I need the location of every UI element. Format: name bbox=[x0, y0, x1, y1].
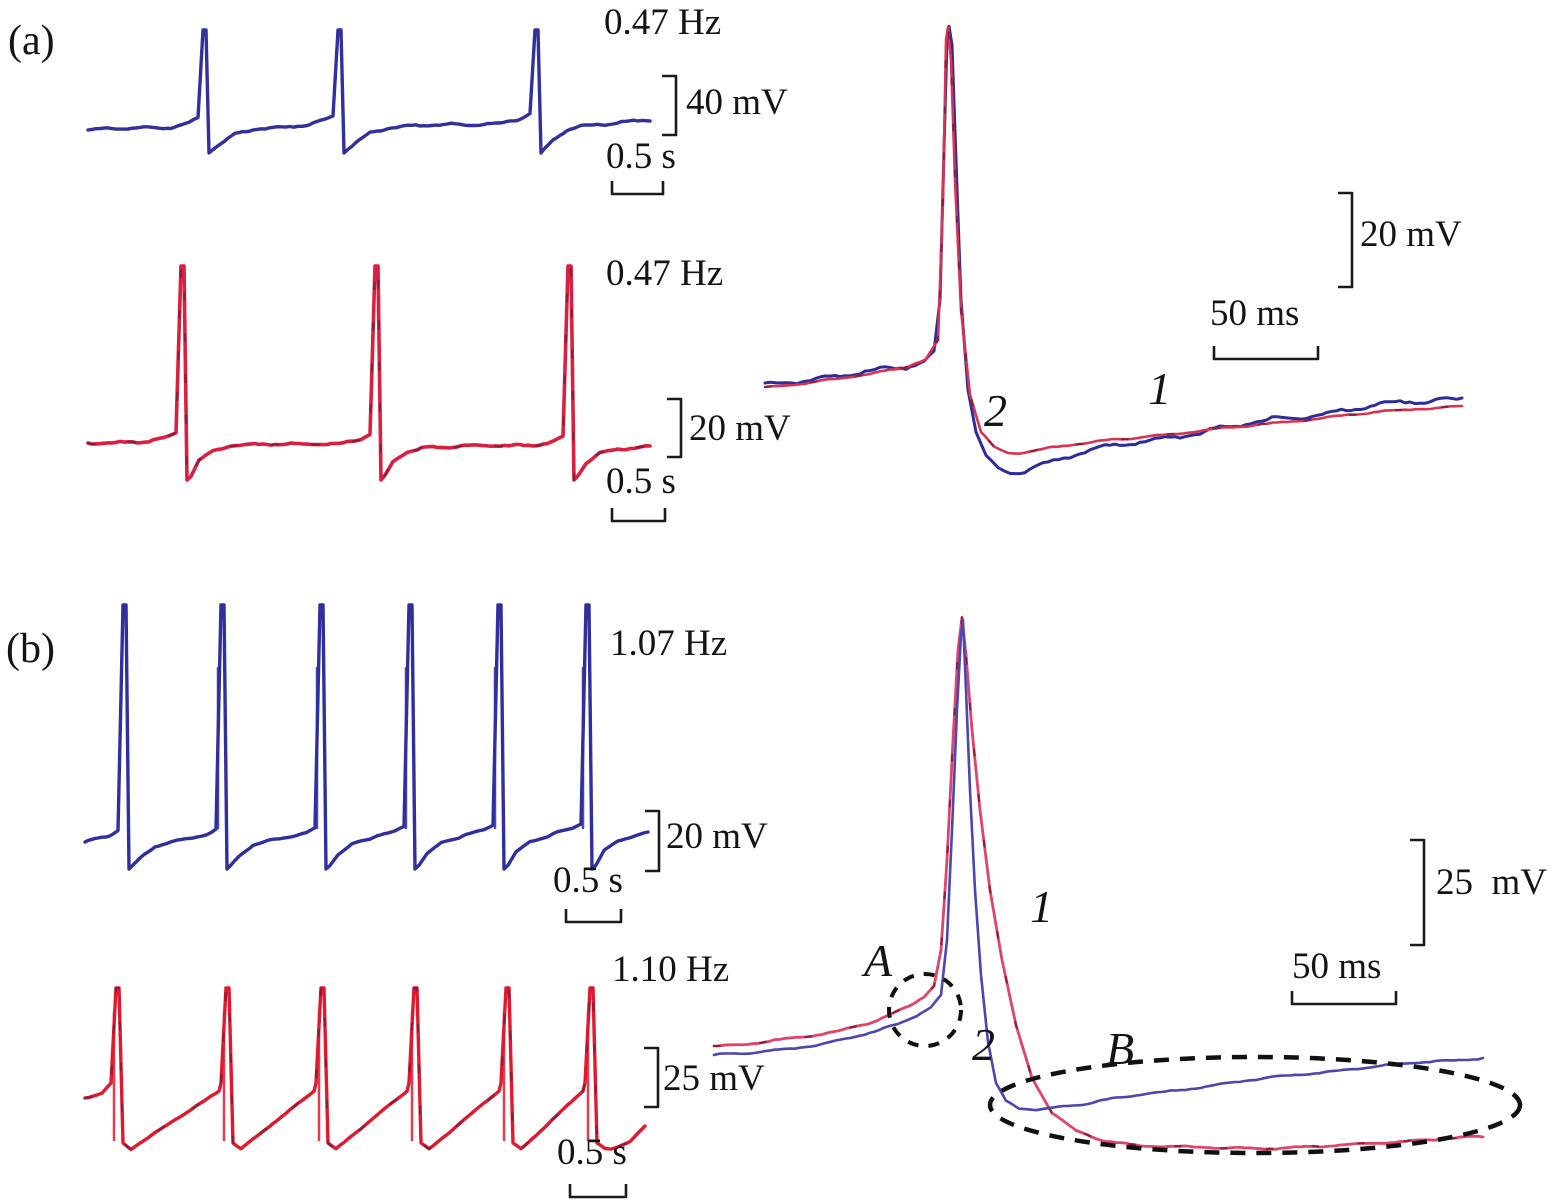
tscale-bracket-b-overlay bbox=[1290, 991, 1398, 1006]
tscale-label-a-red: 0.5 s bbox=[606, 461, 676, 502]
vscale-label-b-overlay: 25 mV bbox=[1436, 862, 1547, 903]
curve-label-1-b: 1 bbox=[1030, 881, 1053, 932]
annotation-label-A: A bbox=[864, 935, 893, 986]
tscale-bracket-b-red bbox=[568, 1184, 628, 1199]
vscale-bracket-a-blue bbox=[662, 74, 678, 137]
curve-label-2-b: 2 bbox=[972, 1019, 995, 1070]
vscale-bracket-b-overlay bbox=[1410, 838, 1426, 947]
dashed-circle-A bbox=[887, 972, 963, 1048]
trace-b-blue-train bbox=[83, 603, 650, 871]
vscale-bracket-a-overlay bbox=[1338, 191, 1354, 289]
vscale-label-a-blue: 40 mV bbox=[686, 82, 788, 123]
trace-a-overlay-red bbox=[763, 25, 1464, 455]
trace-a-red-train bbox=[86, 264, 652, 482]
tscale-label-b-overlay: 50 ms bbox=[1292, 946, 1382, 987]
trace-layer bbox=[83, 24, 1485, 1152]
tscale-bracket-a-overlay bbox=[1212, 346, 1320, 361]
vscale-bracket-b-blue bbox=[645, 809, 661, 873]
annotation-layer bbox=[887, 972, 1523, 1156]
freq-label-b-red: 1.10 Hz bbox=[612, 949, 730, 990]
curve-label-2-a: 2 bbox=[984, 385, 1007, 436]
panel-label-b: (b) bbox=[6, 626, 55, 672]
trace-b-red-train bbox=[83, 986, 647, 1152]
curve-label-1-a: 1 bbox=[1148, 363, 1171, 414]
tscale-bracket-a-red bbox=[610, 508, 667, 523]
vscale-bracket-b-red bbox=[644, 1046, 660, 1109]
tscale-label-b-red: 0.5 s bbox=[557, 1132, 627, 1173]
tscale-bracket-b-blue bbox=[564, 909, 623, 924]
tscale-label-a-overlay: 50 ms bbox=[1210, 293, 1300, 334]
panel-label-a: (a) bbox=[8, 18, 55, 64]
vscale-label-a-overlay: 20 mV bbox=[1360, 214, 1462, 255]
freq-label-a-blue: 0.47 Hz bbox=[604, 2, 722, 43]
scalebar-layer bbox=[564, 74, 1426, 1199]
vscale-label-b-red: 25 mV bbox=[663, 1058, 765, 1099]
tscale-label-a-blue: 0.5 s bbox=[606, 136, 676, 177]
vscale-bracket-a-red bbox=[667, 397, 683, 459]
trace-b-overlay-blue bbox=[712, 618, 1485, 1112]
tscale-label-b-blue: 0.5 s bbox=[553, 860, 623, 901]
vscale-label-b-blue: 20 mV bbox=[666, 816, 768, 857]
freq-label-b-blue: 1.07 Hz bbox=[610, 623, 728, 664]
vscale-label-a-red: 20 mV bbox=[689, 408, 791, 449]
trace-a-blue-train bbox=[86, 28, 652, 155]
tscale-bracket-a-blue bbox=[610, 181, 665, 196]
trace-a-overlay-blue bbox=[763, 24, 1464, 476]
dashed-ellipse-B bbox=[987, 1054, 1523, 1156]
freq-label-a-red: 0.47 Hz bbox=[606, 253, 724, 294]
annotation-label-B: B bbox=[1106, 1023, 1135, 1074]
trace-b-overlay-red bbox=[712, 616, 1485, 1151]
